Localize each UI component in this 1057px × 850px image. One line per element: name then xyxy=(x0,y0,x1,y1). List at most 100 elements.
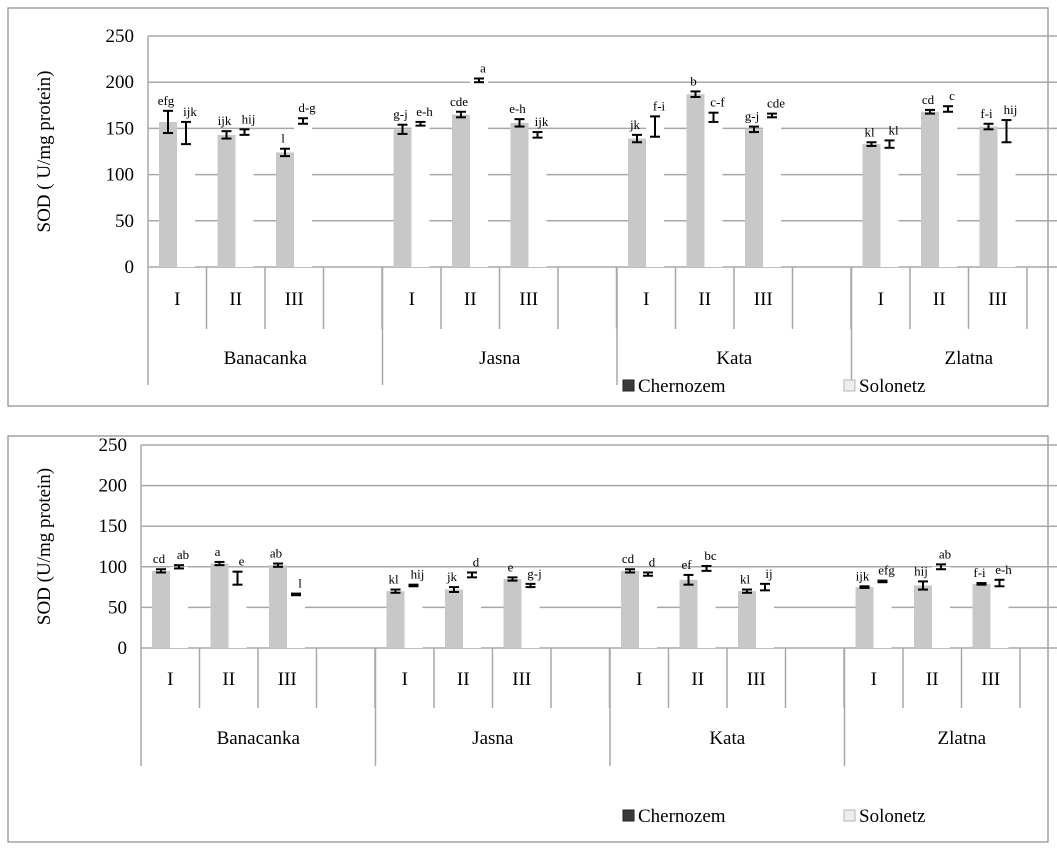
bar-solonetz xyxy=(170,566,188,648)
bar-chernozem xyxy=(628,138,646,267)
significance-label: cd xyxy=(153,551,166,566)
group-label: Kata xyxy=(709,728,745,749)
significance-label: l xyxy=(298,576,302,591)
group-label: Zlatna xyxy=(937,728,986,749)
significance-label: ijk xyxy=(535,114,549,129)
x-tick-label: III xyxy=(988,289,1007,310)
bar-chernozem xyxy=(503,578,522,648)
group-label: Banacanka xyxy=(224,348,308,369)
significance-label: hij xyxy=(242,111,256,126)
group-label: Zlatna xyxy=(944,348,993,369)
significance-label: hij xyxy=(411,567,425,582)
significance-label: ef xyxy=(681,557,692,572)
group-label: Jasna xyxy=(479,348,521,369)
significance-label: c xyxy=(949,88,955,103)
y-tick-label: 200 xyxy=(106,72,135,93)
bar-chernozem xyxy=(679,579,698,648)
bar-chernozem xyxy=(855,587,874,648)
bar-solonetz xyxy=(177,133,195,267)
legend-label-solonetz: Solonetz xyxy=(859,806,926,827)
significance-label: g-j xyxy=(527,566,541,581)
y-tick-label: 250 xyxy=(99,435,128,456)
x-tick-label: I xyxy=(643,289,649,310)
significance-label: jk xyxy=(629,117,641,132)
legend-swatch-solonetz xyxy=(843,379,856,392)
x-tick-label: I xyxy=(402,669,408,690)
legend-swatch-solonetz xyxy=(843,809,856,822)
x-tick-label: III xyxy=(754,289,773,310)
y-tick-label: 50 xyxy=(108,597,127,618)
bar-solonetz xyxy=(521,585,540,648)
significance-label: f-i xyxy=(980,106,993,121)
significance-label: l xyxy=(281,131,285,146)
bar-solonetz xyxy=(404,585,423,648)
bar-solonetz xyxy=(697,568,716,648)
significance-label: kl xyxy=(864,124,875,139)
significance-label: hij xyxy=(1004,102,1018,117)
x-tick-label: III xyxy=(747,669,766,690)
chart-panel-top: 0 50 100 150 200 250 SOD ( U/mg protein) I II III… xyxy=(0,0,1057,414)
group-label: Jasna xyxy=(472,728,514,749)
x-tick-label: I xyxy=(167,669,173,690)
bar-chernozem xyxy=(921,111,939,267)
bar-solonetz xyxy=(528,134,547,267)
y-tick-label: 100 xyxy=(99,557,128,578)
bar-chernozem xyxy=(745,129,763,267)
significance-label: jk xyxy=(446,569,458,584)
significance-label: ijk xyxy=(856,568,870,583)
significance-label: hij xyxy=(914,563,928,578)
y-tick-label: 50 xyxy=(115,211,134,232)
significance-label: kl xyxy=(388,572,399,587)
x-tick-label: II xyxy=(698,289,711,310)
bar-chernozem xyxy=(621,570,639,648)
significance-label: ij xyxy=(765,566,772,581)
y-axis-label: SOD ( U/mg protein) xyxy=(34,70,55,232)
x-tick-label: III xyxy=(285,289,304,310)
significance-label: ijk xyxy=(218,113,232,128)
bar-solonetz xyxy=(880,144,899,267)
significance-label: f-i xyxy=(653,98,666,113)
significance-label: ijk xyxy=(183,104,197,119)
bar-solonetz xyxy=(873,581,892,648)
legend-swatch-chernozem xyxy=(622,379,635,392)
bar-chernozem xyxy=(217,134,236,267)
significance-label: kl xyxy=(888,122,899,137)
bar-solonetz xyxy=(463,574,481,648)
significance-label: cd xyxy=(922,92,935,107)
bar-chernozem xyxy=(445,589,463,648)
significance-label: c-f xyxy=(710,95,725,110)
y-tick-label: 250 xyxy=(106,26,135,47)
significance-label: d-g xyxy=(298,100,316,115)
bar-solonetz xyxy=(287,594,305,648)
x-tick-label: II xyxy=(457,669,470,690)
x-tick-label: III xyxy=(519,289,538,310)
significance-label: ab xyxy=(177,547,189,562)
x-tick-label: II xyxy=(229,289,242,310)
bar-chernozem xyxy=(914,585,932,648)
significance-label: efg xyxy=(878,563,895,578)
x-tick-label: II xyxy=(933,289,946,310)
bar-solonetz xyxy=(646,126,664,267)
bar-solonetz xyxy=(756,587,774,648)
group-label: Kata xyxy=(716,348,752,369)
x-tick-label: I xyxy=(174,289,180,310)
significance-label: cde xyxy=(767,96,785,111)
bar-chernozem xyxy=(386,591,405,648)
bar-solonetz xyxy=(639,574,657,648)
bar-chernozem xyxy=(276,152,294,267)
bar-chernozem xyxy=(210,563,229,648)
bar-chernozem xyxy=(159,121,177,267)
significance-label: ab xyxy=(270,546,282,561)
significance-label: f-i xyxy=(973,565,986,580)
legend-label-solonetz: Solonetz xyxy=(859,376,926,397)
significance-label: b xyxy=(690,73,697,88)
x-tick-label: III xyxy=(278,669,297,690)
x-tick-label: I xyxy=(878,289,884,310)
significance-label: e-h xyxy=(509,101,526,116)
y-tick-label: 150 xyxy=(99,516,128,537)
y-axis-label: SOD (U/mg protein) xyxy=(34,468,55,625)
significance-label: efg xyxy=(158,93,175,108)
y-tick-label: 100 xyxy=(106,165,135,186)
